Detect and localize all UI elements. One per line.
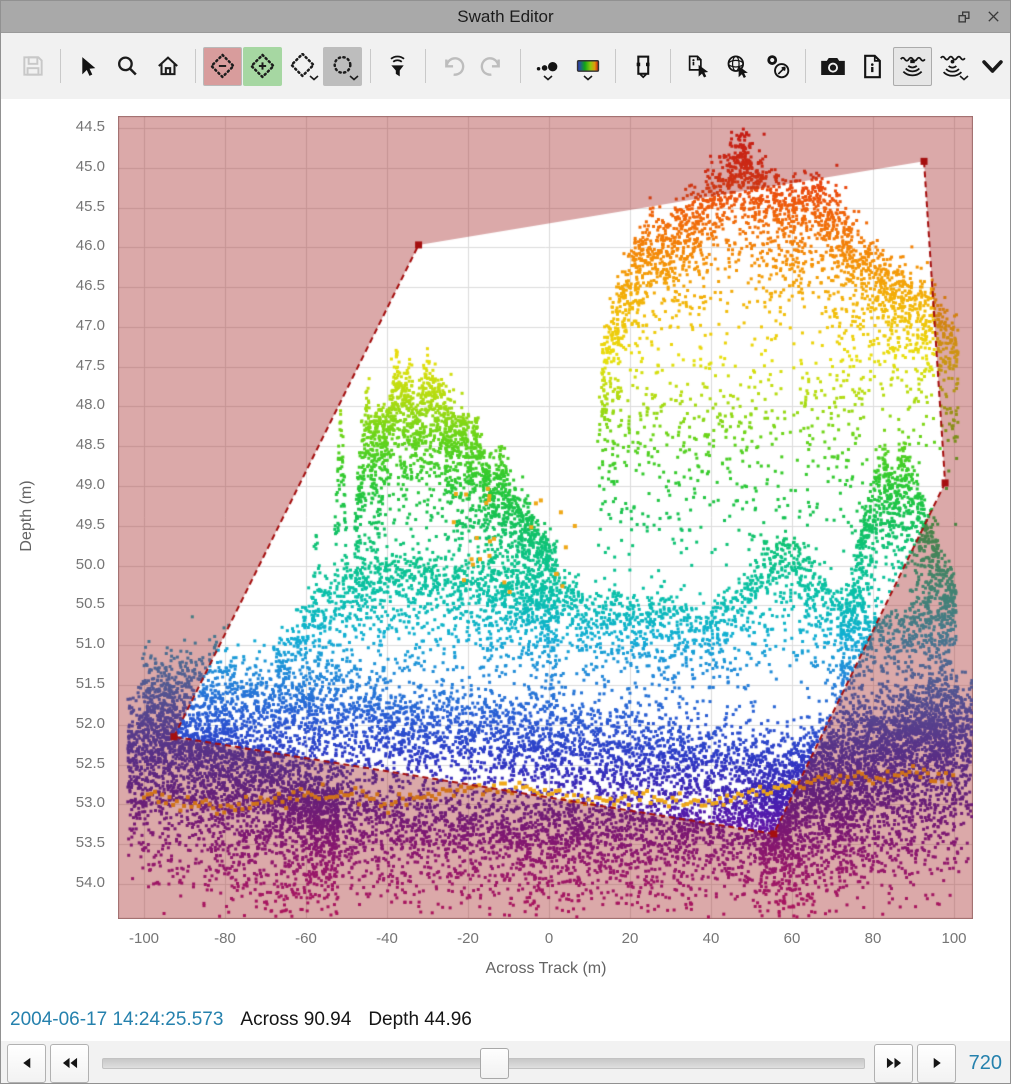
ping-count: 720 bbox=[968, 1051, 1002, 1074]
x-tick-label: 100 bbox=[941, 930, 967, 947]
status-bar: 2004-06-17 14:24:25.573 Across 90.94 Dep… bbox=[1, 999, 1010, 1041]
y-tick-label: 46.0 bbox=[75, 237, 105, 255]
y-tick-label: 51.5 bbox=[75, 675, 105, 693]
toolbar-separator bbox=[520, 49, 521, 83]
swath-view-button[interactable] bbox=[893, 46, 932, 86]
previous-ping-button[interactable] bbox=[7, 1043, 46, 1083]
circle-select-tool-button[interactable] bbox=[323, 46, 362, 86]
x-tick-label: -100 bbox=[128, 930, 160, 947]
y-tick-label: 50.0 bbox=[75, 555, 105, 573]
polygon-select-tool-button[interactable] bbox=[283, 47, 322, 86]
toolbar-separator bbox=[370, 49, 371, 83]
float-window-icon[interactable] bbox=[954, 7, 974, 27]
x-tick-label: -60 bbox=[295, 930, 317, 947]
y-axis-title: Depth (m) bbox=[18, 480, 35, 552]
x-tick-label: 20 bbox=[621, 930, 639, 947]
y-tick-label: 47.5 bbox=[75, 356, 105, 374]
y-tick-label: 44.5 bbox=[75, 117, 105, 135]
y-tick-label: 53.5 bbox=[75, 834, 105, 852]
y-tick-label: 48.5 bbox=[75, 436, 105, 454]
toolbar-separator bbox=[805, 49, 806, 83]
y-tick-label: 52.5 bbox=[75, 754, 105, 772]
y-tick-label: 49.0 bbox=[75, 476, 105, 494]
cursor-depth-readout: Depth 44.96 bbox=[368, 1009, 472, 1030]
y-tick-label: 52.0 bbox=[75, 714, 105, 732]
x-tick-label: -80 bbox=[214, 930, 236, 947]
y-tick-label: 50.5 bbox=[75, 595, 105, 613]
toolbar-separator bbox=[195, 49, 196, 83]
ping-window-tool-button[interactable] bbox=[623, 47, 662, 86]
toolbar-separator bbox=[615, 49, 616, 83]
y-tick-label: 45.5 bbox=[75, 197, 105, 215]
cursor-across-readout: Across 90.94 bbox=[240, 1009, 352, 1030]
fast-forward-button[interactable] bbox=[874, 1043, 913, 1083]
swath-plot-canvas[interactable] bbox=[118, 116, 973, 919]
locate-ping-tool-button[interactable] bbox=[758, 47, 797, 86]
next-ping-button[interactable] bbox=[917, 1043, 956, 1083]
y-tick-label: 53.0 bbox=[75, 794, 105, 812]
point-size-button[interactable] bbox=[528, 47, 567, 86]
more-options-button[interactable] bbox=[973, 47, 1010, 86]
toolbar bbox=[1, 33, 1010, 99]
y-tick-label: 54.0 bbox=[75, 873, 105, 891]
view-mode-group bbox=[853, 46, 1010, 86]
y-tick-label: 45.0 bbox=[75, 157, 105, 175]
x-tick-label: -20 bbox=[457, 930, 479, 947]
x-tick-label: 0 bbox=[544, 930, 554, 947]
y-tick-label: 49.5 bbox=[75, 515, 105, 533]
toolbar-separator bbox=[670, 49, 671, 83]
close-icon[interactable] bbox=[983, 7, 1003, 27]
redo-button[interactable] bbox=[473, 47, 512, 86]
toolbar-separator bbox=[425, 49, 426, 83]
ping-timestamp: 2004-06-17 14:24:25.573 bbox=[10, 1009, 224, 1030]
plot-area: 44.5 45.0 45.5 46.0 46.5 47.0 47.5 48.0 48.5 49.0… bbox=[1, 99, 1010, 999]
window-title: Swath Editor bbox=[457, 6, 554, 26]
x-axis-title: Across Track (m) bbox=[485, 960, 607, 977]
fast-backward-button[interactable] bbox=[50, 1043, 89, 1083]
info-view-button[interactable] bbox=[853, 47, 892, 86]
pointer-tool-button[interactable] bbox=[68, 47, 107, 86]
colormap-button[interactable] bbox=[568, 47, 607, 86]
undo-button[interactable] bbox=[433, 47, 472, 86]
ping-navigation-bar: 720 bbox=[1, 1041, 1010, 1083]
filter-tool-button[interactable] bbox=[378, 47, 417, 86]
ping-slider-handle[interactable] bbox=[480, 1047, 509, 1079]
geo-pick-tool-button[interactable] bbox=[718, 47, 757, 86]
y-tick-label: 51.0 bbox=[75, 635, 105, 653]
y-tick-label: 46.5 bbox=[75, 277, 105, 295]
select-accept-tool-button[interactable] bbox=[243, 46, 282, 86]
x-tick-label: 80 bbox=[864, 930, 882, 947]
save-button[interactable] bbox=[13, 47, 52, 86]
ping-slider[interactable] bbox=[102, 1047, 865, 1079]
x-tick-label: 60 bbox=[783, 930, 801, 947]
x-tick-label: -40 bbox=[376, 930, 398, 947]
y-tick-label: 47.0 bbox=[75, 316, 105, 334]
x-tick-label: 40 bbox=[702, 930, 720, 947]
rejected-swath-view-button[interactable] bbox=[933, 47, 972, 86]
y-tick-label: 48.0 bbox=[75, 396, 105, 414]
titlebar[interactable]: Swath Editor bbox=[1, 1, 1010, 33]
select-reject-tool-button[interactable] bbox=[203, 46, 242, 86]
pick-info-tool-button[interactable] bbox=[678, 47, 717, 86]
home-view-button[interactable] bbox=[148, 47, 187, 86]
toolbar-separator bbox=[60, 49, 61, 83]
zoom-tool-button[interactable] bbox=[108, 47, 147, 86]
screenshot-button[interactable] bbox=[813, 47, 852, 86]
